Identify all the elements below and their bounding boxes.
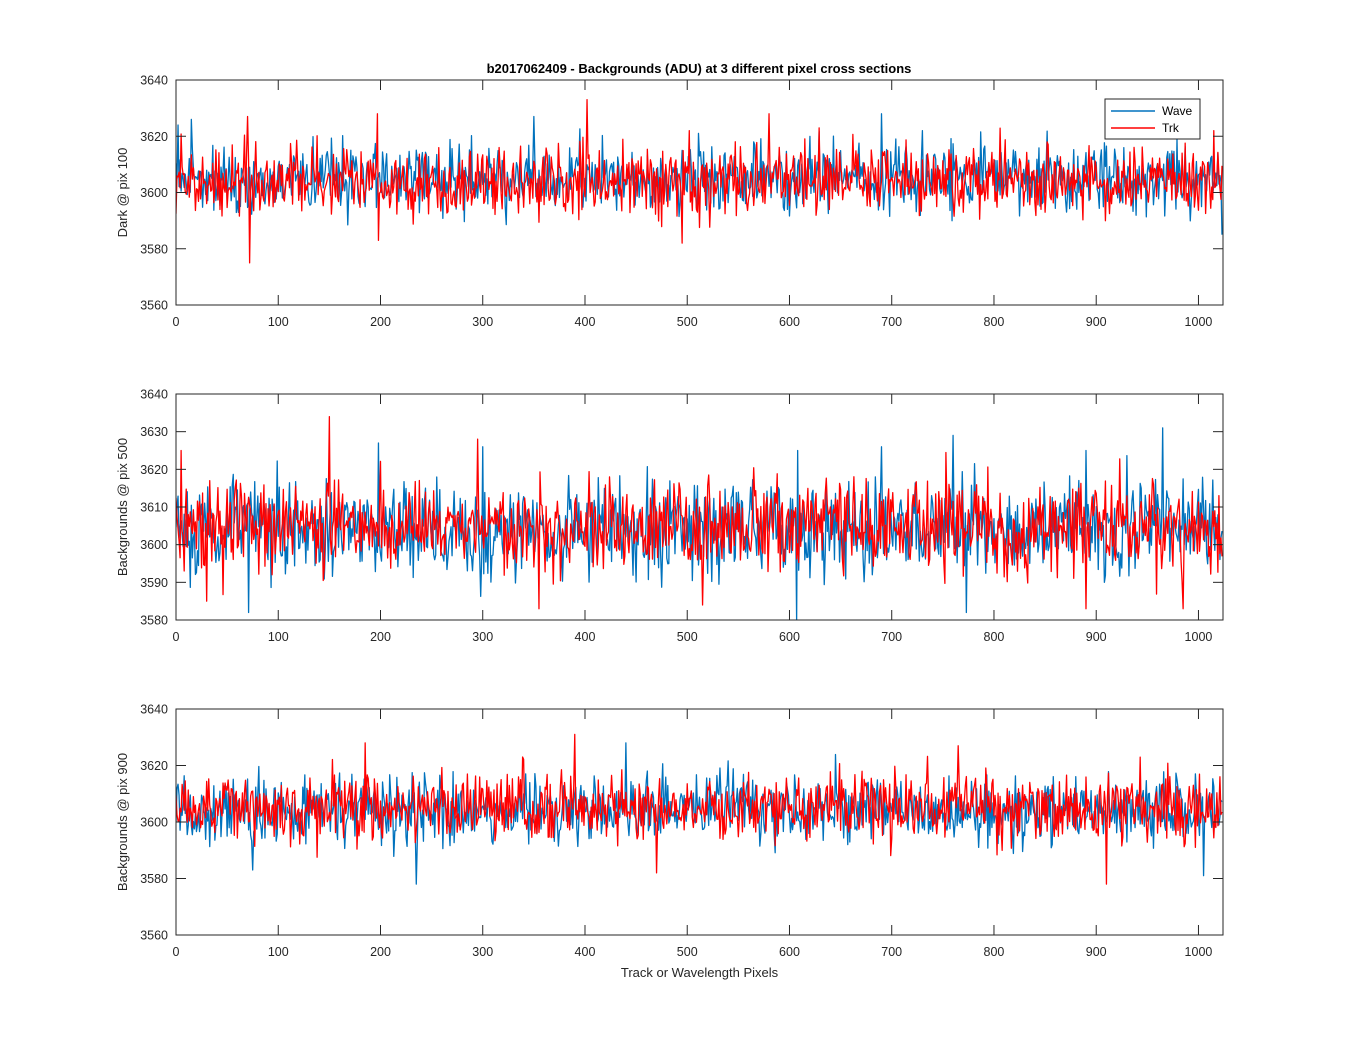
- series-line-trk: [176, 99, 1223, 264]
- y-tick-label: 3600: [140, 186, 168, 200]
- plot-area: [176, 80, 1223, 305]
- y-tick-label: 3600: [140, 816, 168, 830]
- y-axis-label: Dark @ pix 100: [115, 148, 130, 238]
- y-tick-label: 3560: [140, 299, 168, 313]
- y-tick-label: 3610: [140, 501, 168, 515]
- figure-title: b2017062409 - Backgrounds (ADU) at 3 dif…: [487, 61, 912, 76]
- x-tick-label: 300: [472, 630, 493, 644]
- y-tick-label: 3580: [140, 872, 168, 886]
- x-tick-label: 800: [984, 315, 1005, 329]
- legend-label-wave: Wave: [1162, 104, 1193, 118]
- y-axis-label: Backgrounds @ pix 500: [115, 438, 130, 576]
- x-tick-label: 500: [677, 630, 698, 644]
- x-tick-label: 0: [173, 630, 180, 644]
- x-tick-label: 1000: [1185, 945, 1213, 959]
- plot-area: [176, 709, 1223, 935]
- x-tick-label: 400: [575, 315, 596, 329]
- x-tick-label: 400: [575, 630, 596, 644]
- subplot-1: 0 100 200 300 400 500 600 700 800 900 1000 3560 3580…: [115, 74, 1224, 329]
- subplot-2: 0 100 200 300 400 500 600 700 800 900 1000 3580 3590…: [115, 388, 1224, 644]
- y-tick-label: 3580: [140, 614, 168, 628]
- series-line-trk: [176, 733, 1223, 885]
- x-tick-label: 800: [984, 945, 1005, 959]
- x-tick-label: 900: [1086, 630, 1107, 644]
- y-tick-label: 3620: [140, 759, 168, 773]
- y-tick-label: 3590: [140, 576, 168, 590]
- series-line-wave: [176, 113, 1223, 235]
- x-tick-label: 200: [370, 945, 391, 959]
- y-tick-label: 3630: [140, 425, 168, 439]
- x-tick-label: 1000: [1185, 630, 1213, 644]
- x-tick-label: 500: [677, 945, 698, 959]
- x-tick-label: 700: [881, 315, 902, 329]
- x-tick-label: 200: [370, 630, 391, 644]
- x-tick-label: 100: [268, 945, 289, 959]
- x-tick-label: 100: [268, 315, 289, 329]
- series-line-wave: [176, 427, 1223, 620]
- x-tick-label: 300: [472, 315, 493, 329]
- series-line-trk: [176, 415, 1223, 610]
- x-tick-label: 700: [881, 630, 902, 644]
- y-tick-label: 3600: [140, 538, 168, 552]
- x-tick-label: 600: [779, 630, 800, 644]
- x-tick-label: 600: [779, 945, 800, 959]
- x-tick-label: 100: [268, 630, 289, 644]
- x-tick-label: 0: [173, 315, 180, 329]
- x-tick-label: 1000: [1185, 315, 1213, 329]
- x-tick-label: 900: [1086, 315, 1107, 329]
- y-tick-label: 3640: [140, 74, 168, 88]
- x-tick-label: 600: [779, 315, 800, 329]
- x-tick-label: 300: [472, 945, 493, 959]
- y-axis-label: Backgrounds @ pix 900: [115, 753, 130, 891]
- y-tick-label: 3620: [140, 130, 168, 144]
- legend: Wave Trk: [1104, 98, 1201, 140]
- legend-box: [1104, 98, 1201, 140]
- x-tick-label: 800: [984, 630, 1005, 644]
- x-tick-label: 900: [1086, 945, 1107, 959]
- x-tick-label: 200: [370, 315, 391, 329]
- subplot-3: 0 100 200 300 400 500 600 700 800 900 1000 3560 3580…: [115, 703, 1224, 980]
- y-tick-label: 3620: [140, 463, 168, 477]
- x-tick-label: 400: [575, 945, 596, 959]
- y-tick-label: 3560: [140, 929, 168, 943]
- x-axis-label: Track or Wavelength Pixels: [621, 965, 779, 980]
- y-tick-label: 3640: [140, 703, 168, 717]
- x-tick-label: 700: [881, 945, 902, 959]
- legend-label-trk: Trk: [1162, 121, 1180, 135]
- y-tick-label: 3580: [140, 242, 168, 256]
- x-tick-label: 0: [173, 945, 180, 959]
- y-tick-label: 3640: [140, 388, 168, 402]
- x-tick-label: 500: [677, 315, 698, 329]
